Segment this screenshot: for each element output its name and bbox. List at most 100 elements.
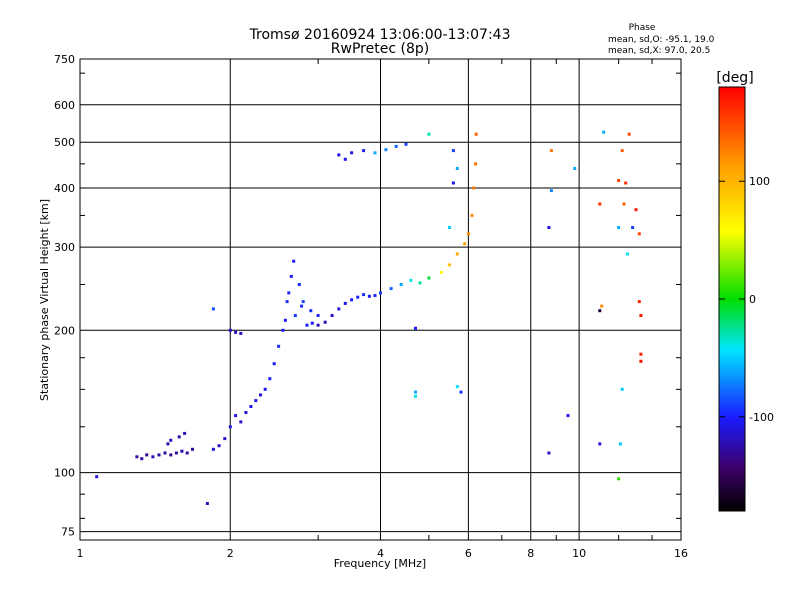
plot-area [79, 58, 682, 541]
data-point [617, 477, 621, 481]
axis-ticks [80, 59, 681, 540]
data-point [228, 328, 232, 332]
data-point [373, 151, 377, 155]
data-point [639, 359, 643, 363]
data-point [455, 252, 459, 256]
data-point [343, 301, 347, 305]
data-point [620, 387, 624, 391]
data-point [463, 242, 467, 246]
data-point [451, 149, 455, 153]
y-tick-label: 300 [54, 241, 75, 254]
legend-line-x: mean, sd,X: 97.0, 20.5 [608, 46, 710, 56]
colorbar-ticks: 100 0 -100 [719, 175, 774, 424]
data-point [259, 393, 262, 397]
data-point [362, 293, 366, 297]
data-point [305, 323, 309, 327]
data-point [617, 179, 621, 182]
data-point [626, 252, 629, 256]
data-point [337, 307, 341, 311]
data-point [598, 202, 602, 206]
data-point [356, 295, 360, 299]
data-point [472, 186, 476, 190]
data-point [474, 132, 478, 136]
data-point [310, 321, 314, 325]
data-point [166, 442, 170, 446]
data-point [451, 181, 455, 185]
data-point [239, 331, 243, 335]
legend-line-o: mean, sd,O: -95.1, 19.0 [608, 35, 715, 45]
y-tick-label: 600 [54, 99, 75, 112]
data-point [185, 451, 189, 455]
data-point [631, 226, 635, 229]
data-point [287, 291, 291, 295]
x-tick-label: 6 [465, 547, 472, 560]
data-point [205, 502, 209, 505]
data-point [547, 226, 551, 229]
data-point [598, 309, 602, 313]
data-point [293, 314, 297, 317]
data-point [169, 453, 173, 457]
data-point [157, 453, 161, 457]
data-point [474, 162, 477, 166]
data-point [140, 457, 144, 461]
data-point [292, 259, 296, 263]
data-point [217, 444, 221, 448]
data-point [573, 167, 577, 170]
data-point [448, 263, 451, 267]
data-point [283, 318, 287, 322]
data-point [414, 394, 417, 398]
x-tick-label: 16 [674, 547, 688, 560]
data-point [239, 420, 243, 424]
data-points [95, 130, 643, 505]
data-point [634, 208, 638, 212]
data-point [343, 157, 347, 161]
data-point [316, 314, 320, 317]
data-point [373, 294, 377, 297]
data-point [281, 328, 285, 332]
data-point [620, 149, 624, 153]
data-point [300, 304, 304, 308]
colorbar-tick-label: 0 [749, 293, 756, 306]
data-point [301, 300, 305, 304]
data-point [191, 447, 194, 451]
colorbar-tick-label: 100 [749, 175, 770, 188]
data-point [639, 352, 643, 356]
y-tick-label: 200 [54, 324, 75, 337]
data-point [602, 130, 606, 134]
data-point [427, 276, 431, 280]
y-tick-label: 400 [54, 182, 75, 195]
data-point [297, 283, 301, 286]
data-point [249, 405, 253, 408]
data-point [547, 451, 551, 455]
data-point [183, 431, 187, 435]
legend-title: Phase [629, 23, 656, 33]
data-point [163, 451, 167, 455]
data-point [639, 314, 643, 317]
data-point [350, 298, 354, 302]
y-tick-label: 100 [54, 467, 75, 480]
data-point [268, 377, 272, 381]
data-point [277, 344, 281, 348]
data-point [379, 291, 382, 295]
x-tick-label: 2 [227, 547, 234, 560]
data-point [394, 144, 398, 148]
colorbar-label: [deg] [716, 70, 753, 86]
x-tick-labels: 1 2 4 6 8 10 16 [77, 547, 689, 560]
data-point [600, 304, 604, 308]
data-point [367, 294, 371, 298]
data-point [350, 151, 354, 155]
data-point [95, 475, 99, 479]
chart-title: Tromsø 20160924 13:06:00-13:07:43 [249, 27, 511, 43]
data-point [622, 202, 626, 206]
data-point [285, 300, 289, 304]
x-tick-label: 10 [572, 547, 586, 560]
data-point [455, 167, 459, 170]
data-point [637, 232, 641, 236]
data-point [169, 438, 173, 442]
gridlines [80, 59, 681, 540]
data-point [399, 283, 403, 286]
x-tick-label: 1 [77, 547, 84, 560]
x-axis-label: Frequency [MHz] [334, 557, 426, 570]
data-point [234, 330, 238, 334]
data-point [566, 414, 570, 418]
